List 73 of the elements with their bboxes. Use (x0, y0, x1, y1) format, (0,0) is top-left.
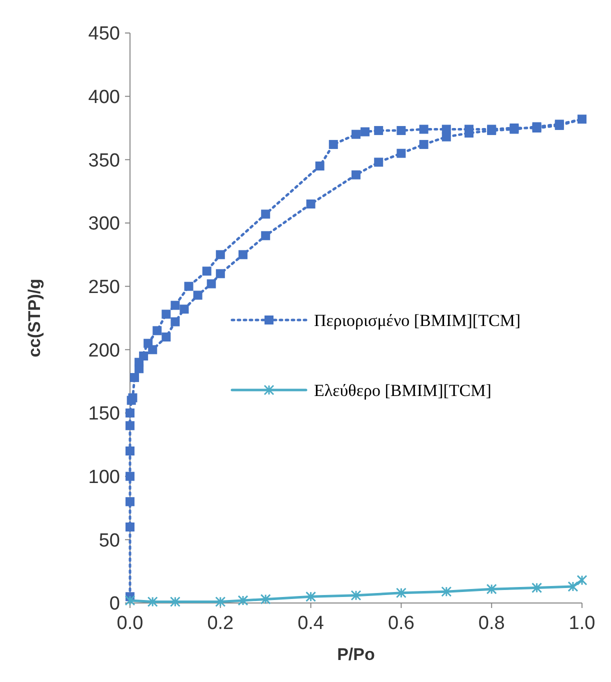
point (360, 127, 370, 136)
point (396, 588, 406, 598)
point (130, 373, 140, 382)
point (126, 421, 134, 430)
point (396, 148, 406, 158)
point (193, 290, 202, 300)
point (315, 162, 324, 170)
point (576, 574, 588, 586)
point (126, 446, 134, 456)
point (126, 497, 134, 506)
point (124, 595, 136, 606)
point (216, 269, 225, 278)
point (238, 250, 248, 260)
point (419, 124, 428, 134)
y-tick-label: 250 (88, 276, 120, 298)
y-tick-label: 100 (88, 466, 120, 488)
point (578, 114, 586, 124)
point (170, 317, 180, 326)
x-tick-label: 0.4 (298, 613, 324, 634)
point (170, 300, 180, 310)
point (396, 126, 406, 136)
point (568, 581, 578, 592)
point (144, 338, 153, 348)
x-tick-label: 0.8 (478, 613, 505, 634)
point (261, 210, 270, 219)
point (306, 200, 316, 208)
point (328, 140, 338, 149)
point (162, 332, 171, 342)
point (202, 266, 212, 276)
point (261, 231, 270, 240)
x-tick-label: 0.6 (388, 613, 414, 634)
point (419, 140, 428, 149)
point (152, 326, 162, 336)
y-tick-label: 200 (88, 340, 120, 362)
point (374, 158, 384, 167)
point (441, 586, 452, 597)
point (162, 310, 171, 319)
y-tick-label: 350 (88, 150, 120, 172)
point (306, 591, 316, 602)
point (532, 582, 542, 594)
y-axis-title: cc(STP)/g (25, 278, 44, 358)
y-tick-label: 300 (88, 214, 120, 235)
point (128, 393, 138, 402)
legend-label: Ελεύθερο [BMIM][TCM] (314, 380, 492, 400)
point (147, 596, 158, 607)
y-tick-label: 150 (88, 404, 120, 425)
x-tick-label: 0.2 (207, 613, 234, 634)
point (126, 408, 134, 418)
point (352, 170, 360, 180)
point (184, 282, 194, 291)
y-tick-label: 450 (88, 24, 120, 45)
point (260, 594, 271, 604)
point (374, 126, 384, 136)
point (442, 124, 451, 134)
x-axis-title: P/Po (337, 645, 375, 664)
point (170, 596, 180, 607)
y-tick-label: 400 (88, 86, 120, 108)
point (352, 130, 360, 139)
point (350, 590, 362, 601)
point (238, 595, 248, 606)
point (180, 304, 189, 314)
y-tick-label: 50 (98, 530, 120, 552)
x-tick-label: 0.0 (116, 613, 144, 634)
x-tick-label: 1.0 (568, 613, 596, 634)
point (215, 596, 226, 607)
point (216, 250, 225, 260)
y-tick-label: 0 (109, 594, 120, 615)
legend-label: Περιορισμένο [BMIM][TCM] (314, 310, 521, 330)
point (486, 584, 497, 594)
point (206, 279, 216, 288)
point (126, 472, 134, 481)
point (126, 522, 134, 532)
point (134, 358, 144, 367)
